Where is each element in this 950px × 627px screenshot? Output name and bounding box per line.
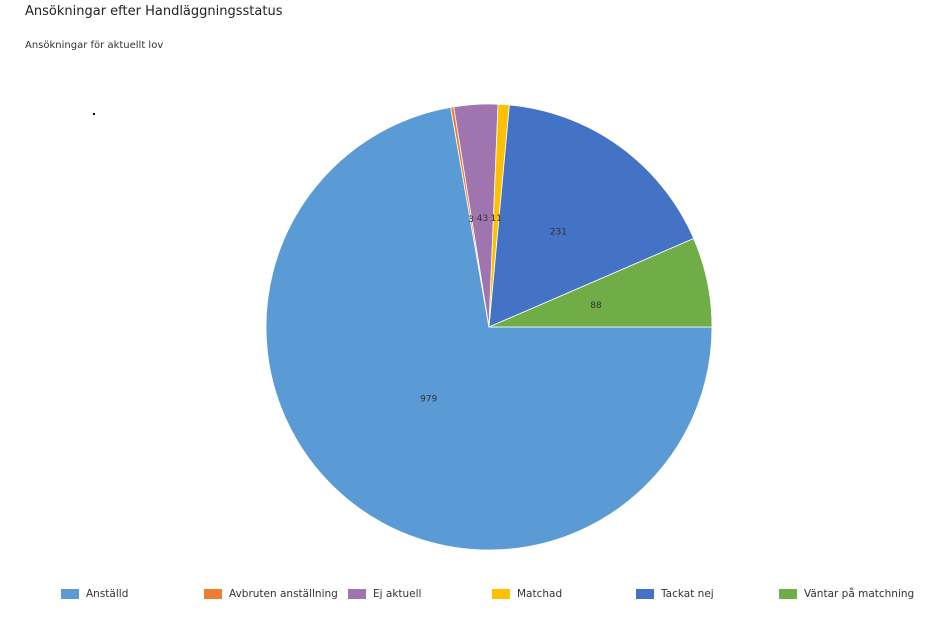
legend-label: Anställd	[86, 588, 129, 600]
legend-item-ej-aktuell[interactable]: Ej aktuell	[348, 586, 421, 602]
legend-item-vantar-pa-matchning[interactable]: Väntar på matchning	[779, 586, 914, 602]
legend-label: Avbruten anställning	[229, 588, 338, 600]
legend-swatch	[348, 589, 366, 599]
legend-swatch	[636, 589, 654, 599]
pie-slice-tackat-nej	[488, 104, 695, 328]
legend-swatch	[492, 589, 510, 599]
stray-dot	[93, 113, 95, 115]
pie-data-labels: 979 3 43 11 231 88	[420, 214, 602, 405]
legend-swatch	[779, 589, 797, 599]
pie-slice-vantar-pa-matchning	[488, 237, 713, 328]
legend-item-anstalld[interactable]: Anställd	[61, 586, 128, 602]
legend-swatch	[204, 589, 222, 599]
data-label-tackat-nej: 231	[550, 227, 567, 237]
data-label-ej-aktuell: 43	[477, 214, 488, 224]
legend-item-avbruten-anstallning[interactable]: Avbruten anställning	[204, 586, 338, 602]
data-label-anstalld: 979	[420, 395, 437, 405]
legend-swatch	[61, 589, 79, 599]
chart-subtitle: Ansökningar för aktuellt lov	[25, 40, 164, 51]
legend-label: Ej aktuell	[373, 588, 422, 600]
legend-item-tackat-nej[interactable]: Tackat nej	[636, 586, 714, 602]
data-label-matchad: 11	[490, 214, 501, 224]
legend-label: Väntar på matchning	[804, 588, 915, 600]
pie-slices	[265, 103, 713, 551]
legend-label: Matchad	[517, 588, 563, 600]
legend-label: Tackat nej	[661, 588, 714, 600]
pie-slice-anstalld	[265, 106, 713, 551]
chart-legend: Anställd Avbruten anställning Ej aktuell Ma…	[0, 586, 950, 602]
data-label-vantar-pa-matchning: 88	[590, 301, 602, 311]
chart-title: Ansökningar efter Handläggningsstatus	[25, 4, 283, 19]
legend-item-matchad[interactable]: Matchad	[492, 586, 562, 602]
data-label-avbruten-anstallning: 3	[468, 215, 474, 225]
